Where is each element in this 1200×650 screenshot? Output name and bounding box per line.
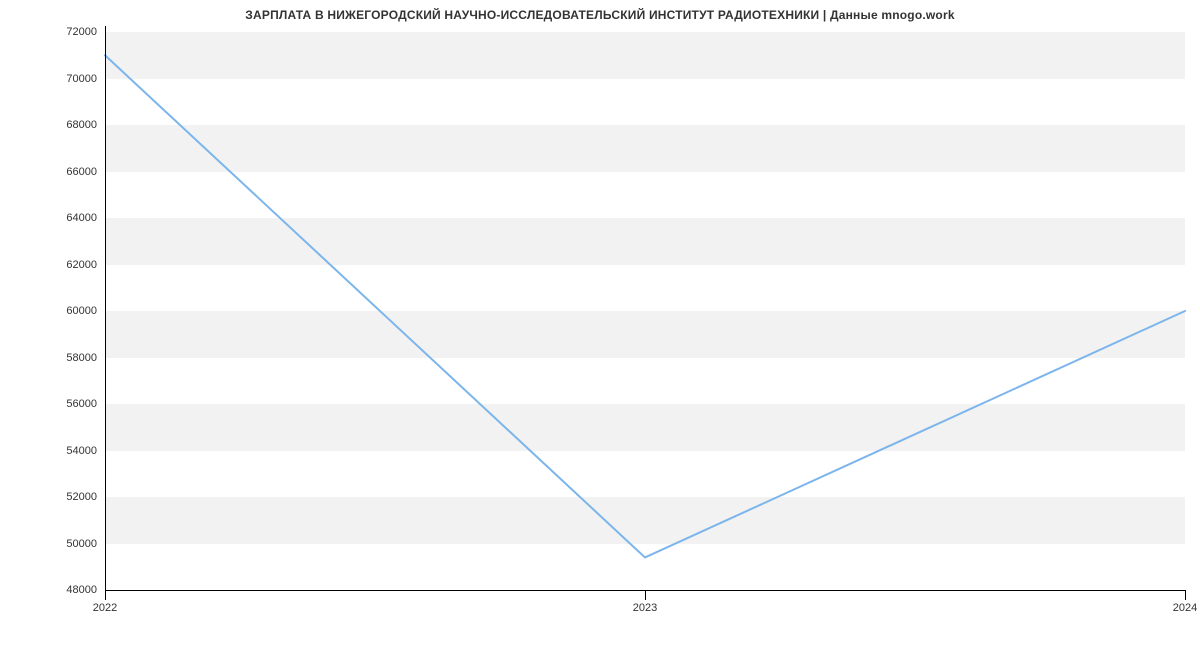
y-tick-label: 70000 — [66, 73, 97, 85]
y-tick-label: 66000 — [66, 166, 97, 178]
x-tick-label: 2024 — [1173, 602, 1197, 614]
x-tick-mark — [105, 590, 106, 600]
line-series — [105, 32, 1185, 590]
y-tick-label: 48000 — [66, 584, 97, 596]
x-tick-mark — [1185, 590, 1186, 600]
x-axis-line — [105, 590, 1185, 591]
x-tick-label: 2022 — [93, 602, 117, 614]
salary-chart: ЗАРПЛАТА В НИЖЕГОРОДСКИЙ НАУЧНО-ИССЛЕДОВ… — [0, 0, 1200, 650]
y-tick-label: 58000 — [66, 352, 97, 364]
y-tick-label: 60000 — [66, 305, 97, 317]
x-tick-mark — [645, 590, 646, 600]
y-tick-label: 72000 — [66, 26, 97, 38]
y-axis-line — [105, 26, 106, 590]
y-tick-label: 52000 — [66, 491, 97, 503]
y-tick-label: 56000 — [66, 398, 97, 410]
x-tick-label: 2023 — [633, 602, 657, 614]
y-tick-label: 64000 — [66, 212, 97, 224]
y-tick-label: 50000 — [66, 538, 97, 550]
plot-area — [105, 32, 1185, 590]
y-tick-label: 62000 — [66, 259, 97, 271]
chart-title: ЗАРПЛАТА В НИЖЕГОРОДСКИЙ НАУЧНО-ИССЛЕДОВ… — [0, 8, 1200, 22]
y-tick-label: 68000 — [66, 119, 97, 131]
y-tick-label: 54000 — [66, 445, 97, 457]
